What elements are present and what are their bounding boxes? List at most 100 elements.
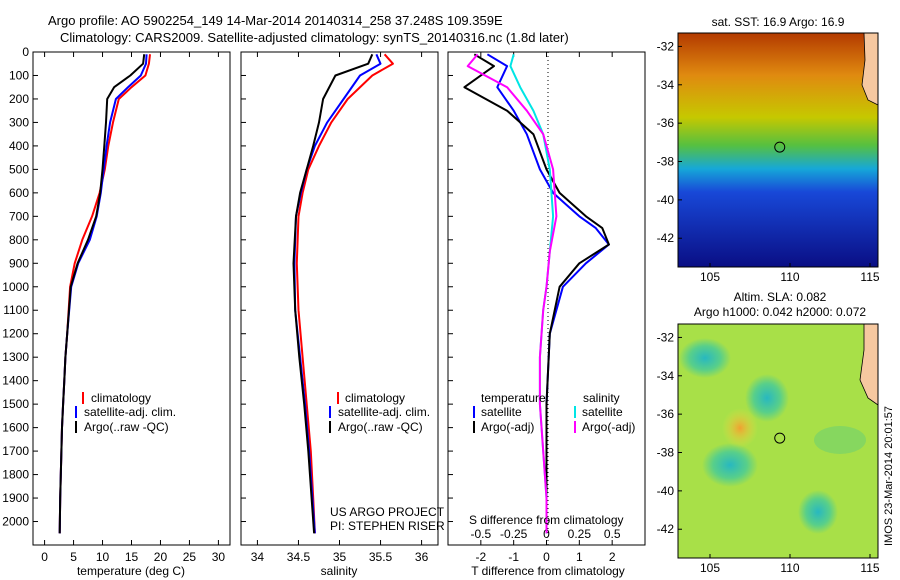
sla-feature <box>702 443 758 487</box>
x2-tick-label: 0.5 <box>604 527 621 541</box>
temperature-legend: climatology satellite-adj. clim. Argo(..… <box>75 391 176 434</box>
map-y-tick-label: -36 <box>657 407 675 421</box>
map-y-tick-label: -32 <box>657 330 675 344</box>
x2-tick-label: -0.5 <box>470 527 491 541</box>
y-tick-label: 1000 <box>2 280 29 294</box>
salinity-legend: climatology satellite-adj. clim. Argo(..… <box>329 391 445 533</box>
y-tick-label: 600 <box>9 186 29 200</box>
sla-feature <box>745 374 789 422</box>
map-y-tick-label: -34 <box>657 78 675 92</box>
y-tick-label: 700 <box>9 209 29 223</box>
difference-x-axis-label: T difference from climatology <box>471 564 625 578</box>
argo-float-marker <box>774 432 786 444</box>
x-tick-label: -2 <box>475 550 486 564</box>
legend-label-temp-satellite: satellite <box>481 405 522 419</box>
x2-tick-label: -0.25 <box>500 527 528 541</box>
legend-label-argo: Argo(..raw -QC) <box>84 420 169 434</box>
x-tick-label: 20 <box>154 550 168 564</box>
sla-feature <box>679 338 731 378</box>
difference-panel: -2 -1 0 1 2 -0.5 -0.25 0 0.25 0.5 <box>447 51 646 564</box>
sla-map-frame <box>677 323 879 559</box>
x-tick-label: 2 <box>609 550 616 564</box>
argo-float-marker <box>774 141 786 153</box>
y-tick-label: 900 <box>9 256 29 270</box>
map-y-tick-label: -34 <box>657 369 675 383</box>
x-tick-label: 35 <box>333 550 347 564</box>
sst-map-panel: sat. SST: 16.9 Argo: 16.9 <box>677 15 879 268</box>
y-tick-label: 400 <box>9 139 29 153</box>
salinity-panel: 34 34.5 35 35.5 36 <box>240 51 439 564</box>
map-y-tick-label: -38 <box>657 155 675 169</box>
sla-map-title: Altim. SLA: 0.082 <box>734 290 827 304</box>
x-tick-label: -1 <box>508 550 519 564</box>
map-y-tick-label: -38 <box>657 446 675 460</box>
chart-title-line1: Argo profile: AO 5902254_149 14-Mar-2014… <box>48 13 503 28</box>
y-tick-label: 100 <box>9 68 29 82</box>
sla-feature <box>814 426 866 454</box>
y-tick-label: 1800 <box>2 468 29 482</box>
legend-label-satellite: satellite-adj. clim. <box>84 405 176 419</box>
sst-field <box>678 33 878 267</box>
series-line-salinity-argo-adj- <box>466 53 558 534</box>
map-x-tick-label: 110 <box>780 270 799 284</box>
x-tick-label: 5 <box>70 550 77 564</box>
x-tick-label: 0 <box>543 550 550 564</box>
y-tick-label: 2000 <box>2 515 29 529</box>
x-tick-label: 36 <box>415 550 429 564</box>
sst-map-title: sat. SST: 16.9 Argo: 16.9 <box>712 15 845 29</box>
y-tick-label: 1400 <box>2 374 29 388</box>
series-line-climatology <box>295 53 394 534</box>
series-line-argo-raw-qc- <box>58 54 146 534</box>
x-tick-label: 15 <box>125 550 139 564</box>
series-line-temperature-satellite <box>486 53 610 534</box>
y-tick-label: 1900 <box>2 491 29 505</box>
sla-map-panel: Altim. SLA: 0.082 Argo h1000: 0.042 h200… <box>677 290 879 559</box>
map-x-tick-label: 105 <box>700 270 720 284</box>
map-x-tick-label: 105 <box>700 561 720 575</box>
temperature-plot-frame <box>32 51 231 546</box>
y-tick-label: 800 <box>9 233 29 247</box>
x2-tick-label: 0.25 <box>568 527 592 541</box>
series-line-temperature-argo-adj- <box>463 53 610 534</box>
y-tick-label: 0 <box>22 45 29 59</box>
y-tick-label: 300 <box>9 115 29 129</box>
legend-label-sal-satellite: satellite <box>582 405 623 419</box>
map-y-tick-label: -42 <box>657 231 675 245</box>
temperature-panel: 0 5 10 15 20 25 300100200300400500600700800900… <box>2 45 231 564</box>
temperature-x-axis-label: temperature (deg C) <box>77 564 185 578</box>
legend-label-argo: Argo(..raw -QC) <box>338 420 423 434</box>
x-tick-label: 25 <box>183 550 197 564</box>
map-y-tick-label: -40 <box>657 193 675 207</box>
salinity-plot-frame <box>240 51 439 546</box>
y-tick-label: 500 <box>9 162 29 176</box>
legend-label-climatology: climatology <box>91 391 151 405</box>
map-x-tick-label: 115 <box>860 561 879 575</box>
y-tick-label: 1200 <box>2 327 29 341</box>
map-y-tick-label: -40 <box>657 484 675 498</box>
sla-warm-anomaly <box>722 408 758 448</box>
x-tick-label: 0 <box>41 550 48 564</box>
legend-label-sal-argo: Argo(-adj) <box>582 420 635 434</box>
y-tick-label: 1600 <box>2 421 29 435</box>
sla-feature <box>798 490 838 534</box>
pi-annotation: PI: STEPHEN RISER <box>330 519 445 533</box>
map-y-tick-label: -36 <box>657 116 675 130</box>
legend-title-temperature: temperature <box>481 391 546 405</box>
series-line-argo-raw-qc- <box>292 53 374 534</box>
x-tick-label: 1 <box>576 550 583 564</box>
legend-title-salinity: salinity <box>583 391 620 405</box>
project-annotation: US ARGO PROJECT <box>330 505 445 519</box>
legend-label-climatology: climatology <box>345 391 405 405</box>
x2-tick-label: 0 <box>543 527 550 541</box>
y-tick-label: 1100 <box>3 303 29 317</box>
map-x-tick-label: 115 <box>860 270 879 284</box>
x-tick-label: 34.5 <box>287 550 311 564</box>
s-difference-axis-label: S difference from climatology <box>469 513 624 527</box>
x-tick-label: 35.5 <box>369 550 393 564</box>
map-y-tick-label: -32 <box>657 39 675 53</box>
difference-legend: temperature salinity satellite Argo(-adj… <box>469 391 635 527</box>
legend-label-temp-argo: Argo(-adj) <box>481 420 534 434</box>
y-tick-label: 1500 <box>2 397 29 411</box>
x-tick-label: 10 <box>96 550 110 564</box>
